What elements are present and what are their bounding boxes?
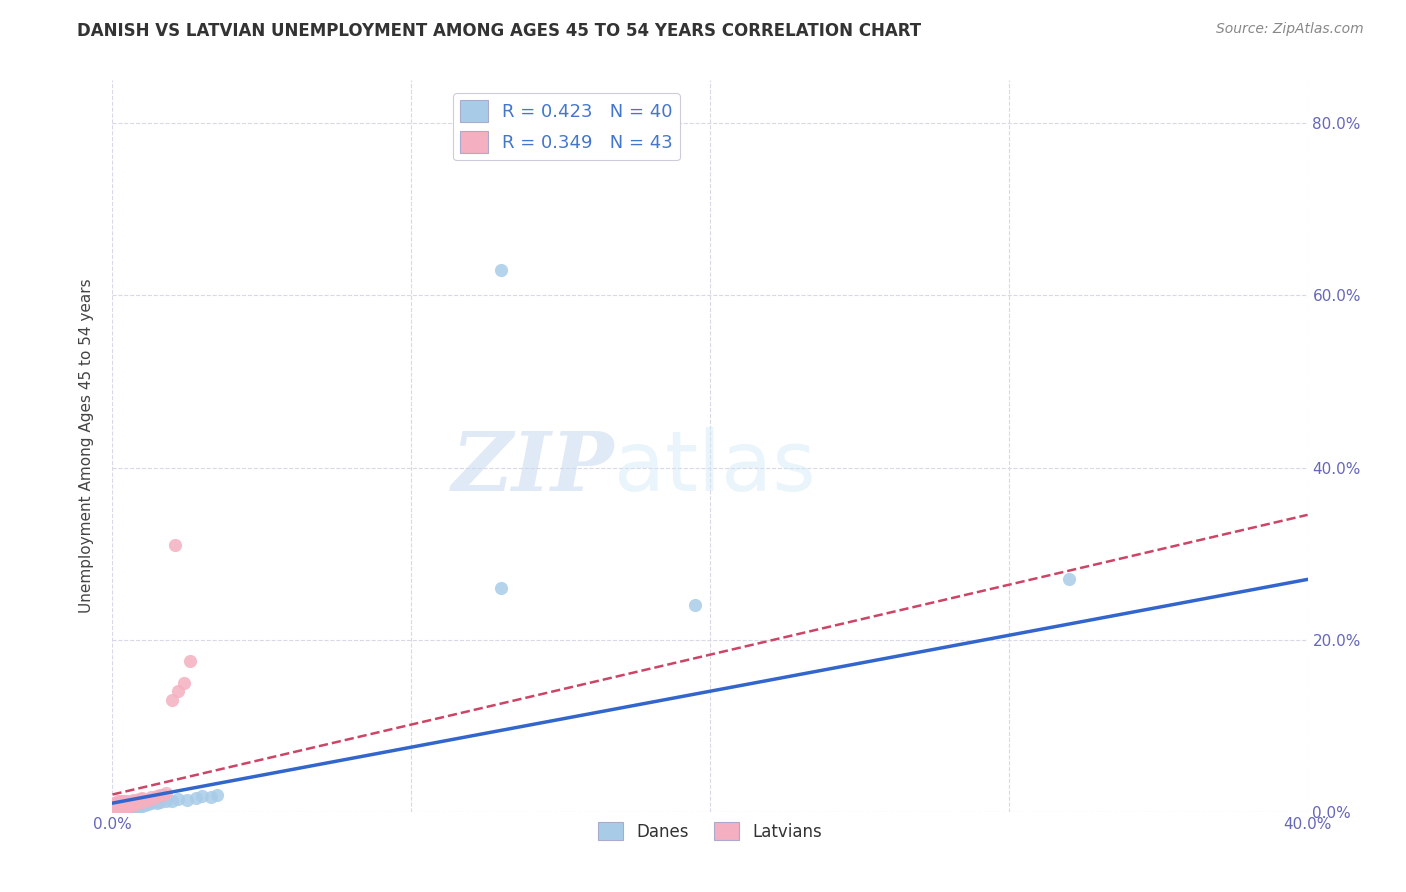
Point	[165, 538, 187, 552]
Point	[114, 794, 135, 808]
Point	[120, 799, 142, 814]
Point	[104, 801, 127, 815]
Point	[155, 794, 177, 808]
Point	[489, 581, 512, 595]
Point	[1057, 573, 1080, 587]
Point	[122, 800, 145, 814]
Point	[117, 798, 139, 813]
Point	[104, 798, 127, 813]
Point	[104, 796, 127, 810]
Point	[110, 797, 132, 811]
Point	[205, 788, 228, 802]
Legend: Danes, Latvians: Danes, Latvians	[592, 816, 828, 847]
Point	[122, 792, 145, 806]
Point	[122, 795, 145, 809]
Point	[107, 801, 129, 815]
Y-axis label: Unemployment Among Ages 45 to 54 years: Unemployment Among Ages 45 to 54 years	[79, 278, 94, 614]
Point	[104, 802, 127, 816]
Point	[107, 799, 129, 814]
Point	[110, 800, 132, 814]
Point	[117, 797, 139, 812]
Text: ZIP: ZIP	[451, 428, 614, 508]
Point	[110, 793, 132, 807]
Point	[117, 799, 139, 814]
Point	[104, 800, 127, 814]
Point	[191, 789, 214, 804]
Point	[141, 790, 163, 805]
Point	[107, 802, 129, 816]
Point	[110, 800, 132, 814]
Point	[131, 798, 153, 813]
Point	[128, 799, 150, 814]
Point	[162, 794, 183, 808]
Point	[146, 796, 169, 810]
Point	[138, 797, 160, 811]
Point	[120, 796, 142, 810]
Point	[200, 790, 222, 805]
Point	[122, 797, 145, 812]
Point	[176, 792, 198, 806]
Point	[125, 798, 148, 813]
Point	[138, 792, 160, 806]
Point	[110, 798, 132, 813]
Point	[107, 797, 129, 812]
Point	[114, 798, 135, 813]
Point	[134, 793, 156, 807]
Point	[152, 788, 174, 802]
Point	[104, 802, 127, 816]
Point	[167, 684, 190, 698]
Point	[149, 789, 172, 803]
Point	[125, 800, 148, 814]
Point	[128, 792, 150, 806]
Point	[179, 654, 201, 668]
Point	[107, 799, 129, 814]
Point	[143, 791, 166, 805]
Point	[149, 795, 172, 809]
Point	[162, 693, 183, 707]
Point	[107, 793, 129, 807]
Point	[122, 798, 145, 813]
Point	[186, 791, 208, 805]
Point	[146, 789, 169, 804]
Point	[107, 801, 129, 815]
Point	[683, 598, 706, 612]
Point	[155, 786, 177, 800]
Point	[131, 791, 153, 805]
Point	[120, 798, 142, 813]
Point	[134, 797, 156, 812]
Point	[141, 796, 163, 810]
Point	[125, 797, 148, 811]
Point	[110, 802, 132, 816]
Point	[104, 800, 127, 814]
Point	[114, 800, 135, 814]
Point	[173, 675, 195, 690]
Point	[114, 802, 135, 816]
Point	[167, 792, 190, 806]
Point	[120, 801, 142, 815]
Point	[125, 793, 148, 807]
Point	[114, 797, 135, 811]
Point	[131, 797, 153, 811]
Point	[117, 801, 139, 815]
Point	[128, 796, 150, 810]
Text: atlas: atlas	[614, 427, 815, 508]
Point	[114, 800, 135, 814]
Text: Source: ZipAtlas.com: Source: ZipAtlas.com	[1216, 22, 1364, 37]
Point	[117, 794, 139, 808]
Point	[489, 262, 512, 277]
Point	[117, 800, 139, 814]
Text: DANISH VS LATVIAN UNEMPLOYMENT AMONG AGES 45 TO 54 YEARS CORRELATION CHART: DANISH VS LATVIAN UNEMPLOYMENT AMONG AGE…	[77, 22, 921, 40]
Point	[131, 795, 153, 809]
Point	[110, 798, 132, 813]
Point	[114, 798, 135, 813]
Point	[107, 796, 129, 810]
